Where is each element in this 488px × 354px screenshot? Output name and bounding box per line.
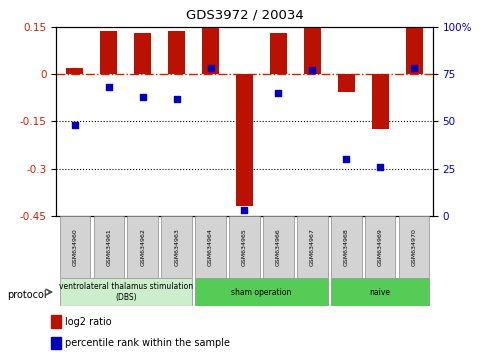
Bar [66, 68, 83, 74]
Point [308, 67, 316, 73]
FancyBboxPatch shape [297, 216, 327, 278]
FancyBboxPatch shape [195, 216, 225, 278]
Point [409, 65, 417, 71]
Text: GSM634970: GSM634970 [411, 228, 416, 266]
Text: GDS3972 / 20034: GDS3972 / 20034 [185, 9, 303, 22]
Text: GSM634967: GSM634967 [309, 228, 314, 266]
Text: GSM634962: GSM634962 [140, 228, 145, 266]
Point [105, 84, 113, 90]
FancyBboxPatch shape [60, 216, 90, 278]
Text: GSM634969: GSM634969 [377, 228, 382, 266]
Text: protocol: protocol [7, 290, 47, 299]
Bar [269, 33, 286, 74]
FancyBboxPatch shape [161, 216, 191, 278]
Text: GSM634964: GSM634964 [208, 228, 213, 266]
Bar [51, 337, 61, 349]
FancyBboxPatch shape [127, 216, 158, 278]
Text: GSM634961: GSM634961 [106, 228, 111, 266]
Text: GSM634963: GSM634963 [174, 228, 179, 266]
FancyBboxPatch shape [330, 278, 428, 306]
Point [375, 164, 383, 170]
Text: percentile rank within the sample: percentile rank within the sample [65, 338, 230, 348]
Bar [202, 27, 219, 74]
Bar [51, 315, 61, 328]
Text: naive: naive [369, 287, 390, 297]
Text: log2 ratio: log2 ratio [65, 317, 112, 327]
FancyBboxPatch shape [60, 278, 191, 306]
Text: GSM634968: GSM634968 [343, 228, 348, 266]
Text: sham operation: sham operation [231, 287, 291, 297]
Point [172, 96, 180, 101]
Bar [100, 31, 117, 74]
Bar [236, 74, 252, 206]
FancyBboxPatch shape [330, 216, 361, 278]
Point [240, 207, 248, 213]
Bar [337, 74, 354, 92]
Bar [371, 74, 388, 129]
Bar [168, 31, 185, 74]
FancyBboxPatch shape [93, 216, 124, 278]
FancyBboxPatch shape [195, 278, 327, 306]
Point [139, 94, 146, 99]
Text: GSM634960: GSM634960 [72, 228, 77, 266]
Bar [303, 27, 320, 74]
Bar [134, 33, 151, 74]
Text: GSM634966: GSM634966 [275, 228, 280, 266]
Point [71, 122, 79, 128]
Text: ventrolateral thalamus stimulation
(DBS): ventrolateral thalamus stimulation (DBS) [59, 282, 192, 302]
FancyBboxPatch shape [263, 216, 293, 278]
Point [342, 156, 349, 162]
FancyBboxPatch shape [398, 216, 428, 278]
Text: GSM634965: GSM634965 [242, 228, 246, 266]
FancyBboxPatch shape [229, 216, 259, 278]
Point [206, 65, 214, 71]
FancyBboxPatch shape [364, 216, 395, 278]
Bar [405, 27, 422, 74]
Point [274, 90, 282, 96]
